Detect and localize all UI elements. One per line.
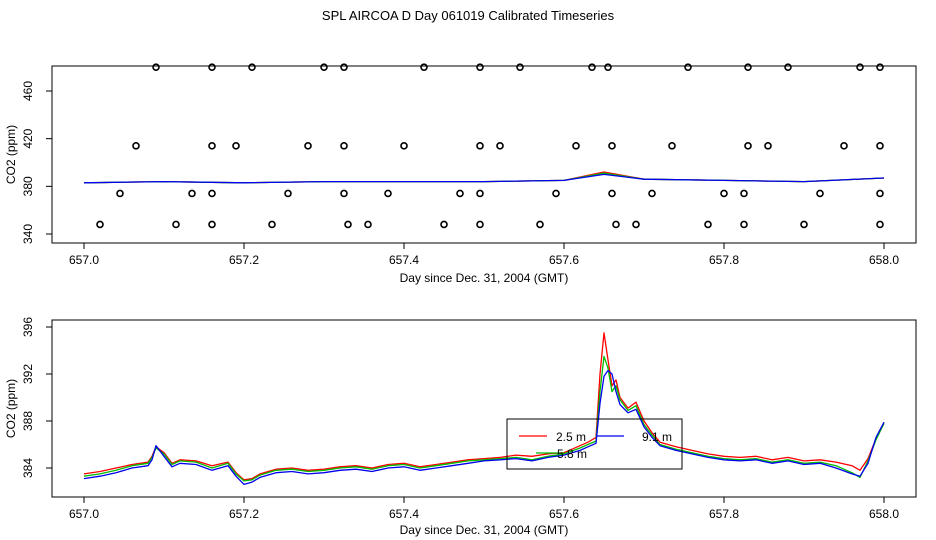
calibration-point <box>116 189 124 198</box>
calibration-point <box>476 220 484 229</box>
series-line-5-8-m <box>83 355 885 482</box>
legend-label: 9.1 m <box>642 430 672 444</box>
x-axis-label: Day since Dec. 31, 2004 (GMT) <box>400 523 569 537</box>
calibration-point <box>744 63 752 71</box>
calibration-point <box>856 63 864 71</box>
series-line-9-1-m <box>83 173 885 184</box>
calibration-point <box>188 189 196 198</box>
x-tick-label: 657.8 <box>709 507 739 521</box>
x-tick-label: 657.2 <box>229 507 259 521</box>
calibration-point <box>320 63 328 71</box>
y-tick-label: 420 <box>21 128 35 148</box>
calibration-point <box>208 142 216 150</box>
calibration-point <box>744 142 752 150</box>
x-tick-label: 657.4 <box>389 253 419 267</box>
calibration-point <box>740 220 748 229</box>
calibration-point <box>720 189 728 198</box>
y-tick-label: 388 <box>21 411 35 431</box>
calibration-point <box>840 142 848 150</box>
calibration-point <box>496 142 504 150</box>
y-axis-label: CO2 (ppm) <box>4 379 18 438</box>
x-tick-label: 657.4 <box>389 507 419 521</box>
x-tick-label: 657.2 <box>229 253 259 267</box>
calibration-point <box>420 63 428 71</box>
calibration-point <box>612 220 620 229</box>
calibration-point <box>588 63 596 71</box>
calibration-point <box>764 142 772 150</box>
calibration-point <box>476 63 484 71</box>
legend-label: 2.5 m <box>556 430 586 444</box>
y-tick-label: 460 <box>21 81 35 101</box>
calibration-point <box>172 220 180 229</box>
calibration-point <box>152 63 160 71</box>
y-axis-label: CO2 (ppm) <box>4 125 18 184</box>
x-tick-label: 657.6 <box>549 507 579 521</box>
calibration-point <box>876 189 884 198</box>
calibration-point <box>608 142 616 150</box>
calibration-point <box>784 63 792 71</box>
calibration-point <box>208 220 216 229</box>
calibration-point <box>304 142 312 150</box>
calibration-point <box>456 189 464 198</box>
x-tick-label: 657.8 <box>709 253 739 267</box>
y-tick-label: 384 <box>21 458 35 478</box>
x-tick-label: 657.6 <box>549 253 579 267</box>
calibration-point <box>876 63 884 71</box>
calibration-point <box>440 220 448 229</box>
calibration-point <box>608 189 616 198</box>
calibration-point <box>604 63 612 71</box>
calibration-point <box>340 142 348 150</box>
calibration-point <box>248 63 256 71</box>
calibration-point <box>364 220 372 229</box>
calibration-point <box>816 189 824 198</box>
calibration-point <box>740 189 748 198</box>
calibration-point <box>132 142 140 150</box>
plot-frame <box>51 319 917 498</box>
calibration-point <box>552 189 560 198</box>
calibration-point <box>340 63 348 71</box>
calibration-point <box>704 220 712 229</box>
calibration-point <box>800 220 808 229</box>
x-tick-label: 657.0 <box>69 253 99 267</box>
calibration-point <box>284 189 292 198</box>
calibration-point <box>344 220 352 229</box>
x-tick-label: 658.0 <box>869 253 899 267</box>
series-line-9-1-m <box>83 369 885 486</box>
y-tick-label: 380 <box>21 176 35 196</box>
calibration-point <box>684 63 692 71</box>
page-title: SPL AIRCOA D Day 061019 Calibrated Times… <box>321 8 615 23</box>
calibration-point <box>384 189 392 198</box>
calibration-point <box>208 189 216 198</box>
calibration-point <box>632 220 640 229</box>
calibration-point <box>876 220 884 229</box>
calibration-point <box>876 142 884 150</box>
calibration-point <box>208 63 216 71</box>
plot-frame <box>51 65 917 244</box>
calibration-point <box>96 220 104 229</box>
calibration-point <box>268 220 276 229</box>
calibration-point <box>572 142 580 150</box>
legend-box <box>506 418 683 470</box>
calibration-point <box>668 142 676 150</box>
calibration-point <box>340 189 348 198</box>
calibration-point <box>232 142 240 150</box>
calibration-point <box>476 142 484 150</box>
x-axis-label: Day since Dec. 31, 2004 (GMT) <box>400 271 569 285</box>
calibration-point <box>516 63 524 71</box>
x-tick-label: 657.0 <box>69 507 99 521</box>
y-tick-label: 396 <box>21 317 35 337</box>
legend-label: 5.8 m <box>557 447 587 461</box>
calibration-point <box>476 189 484 198</box>
y-tick-label: 392 <box>21 364 35 384</box>
x-tick-label: 658.0 <box>869 507 899 521</box>
calibration-point <box>400 142 408 150</box>
y-tick-label: 340 <box>21 224 35 244</box>
calibration-point <box>536 220 544 229</box>
calibration-point <box>648 189 656 198</box>
series-line-2-5-m <box>83 332 885 481</box>
